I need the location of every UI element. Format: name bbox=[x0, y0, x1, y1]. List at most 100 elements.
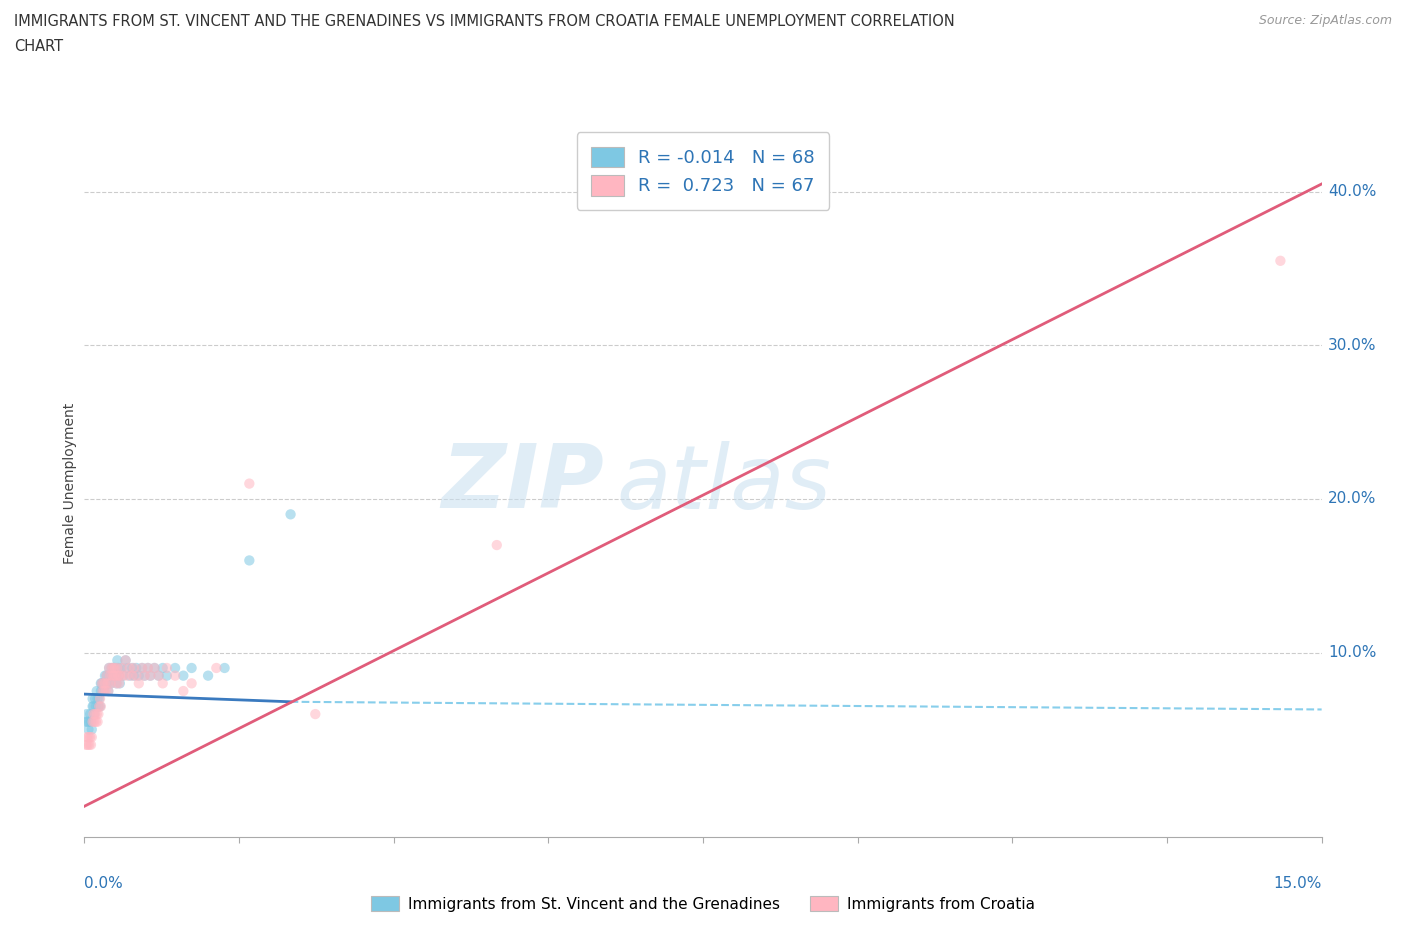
Point bbox=[134, 669, 156, 684]
Point bbox=[103, 669, 125, 684]
Point bbox=[80, 714, 103, 729]
Point bbox=[122, 660, 145, 675]
Text: CHART: CHART bbox=[14, 39, 63, 54]
Point bbox=[100, 660, 122, 675]
Point bbox=[485, 538, 508, 552]
Point bbox=[79, 707, 101, 722]
Point bbox=[125, 660, 148, 675]
Point bbox=[90, 676, 112, 691]
Point bbox=[122, 669, 145, 684]
Point bbox=[75, 714, 97, 729]
Text: 40.0%: 40.0% bbox=[1327, 184, 1376, 199]
Point bbox=[304, 707, 326, 722]
Point bbox=[105, 653, 128, 668]
Point bbox=[89, 691, 111, 706]
Point bbox=[96, 676, 118, 691]
Point bbox=[97, 684, 120, 698]
Point bbox=[238, 553, 260, 568]
Point bbox=[94, 684, 117, 698]
Point bbox=[112, 669, 135, 684]
Point bbox=[84, 691, 107, 706]
Point bbox=[107, 669, 129, 684]
Point bbox=[121, 669, 143, 684]
Text: IMMIGRANTS FROM ST. VINCENT AND THE GRENADINES VS IMMIGRANTS FROM CROATIA FEMALE: IMMIGRANTS FROM ST. VINCENT AND THE GREN… bbox=[14, 14, 955, 29]
Point bbox=[77, 730, 100, 745]
Point bbox=[152, 660, 174, 675]
Point bbox=[82, 699, 104, 714]
Point bbox=[205, 660, 228, 675]
Point bbox=[105, 660, 128, 675]
Text: atlas: atlas bbox=[616, 441, 831, 526]
Point bbox=[148, 669, 170, 684]
Point bbox=[82, 699, 104, 714]
Point bbox=[156, 660, 179, 675]
Text: 10.0%: 10.0% bbox=[1327, 645, 1376, 660]
Point bbox=[134, 669, 156, 684]
Point bbox=[117, 669, 139, 684]
Text: 20.0%: 20.0% bbox=[1327, 491, 1376, 507]
Point bbox=[152, 676, 174, 691]
Point bbox=[110, 660, 132, 675]
Point bbox=[110, 660, 132, 675]
Point bbox=[94, 676, 117, 691]
Point bbox=[94, 669, 117, 684]
Point bbox=[101, 669, 124, 684]
Point bbox=[108, 676, 131, 691]
Point bbox=[86, 714, 108, 729]
Point bbox=[128, 676, 150, 691]
Point bbox=[79, 730, 101, 745]
Point bbox=[97, 684, 120, 698]
Point bbox=[118, 660, 141, 675]
Point bbox=[100, 676, 122, 691]
Point bbox=[79, 737, 101, 752]
Point bbox=[101, 669, 124, 684]
Point bbox=[98, 669, 121, 684]
Point bbox=[156, 669, 179, 684]
Point bbox=[165, 669, 187, 684]
Point bbox=[91, 676, 114, 691]
Point bbox=[94, 676, 117, 691]
Point bbox=[197, 669, 219, 684]
Point bbox=[82, 714, 104, 729]
Point bbox=[180, 660, 202, 675]
Point bbox=[80, 730, 103, 745]
Point bbox=[172, 669, 194, 684]
Point bbox=[104, 669, 127, 684]
Point bbox=[131, 660, 153, 675]
Point bbox=[90, 676, 112, 691]
Point bbox=[105, 676, 128, 691]
Point bbox=[103, 660, 125, 675]
Point bbox=[76, 707, 98, 722]
Point bbox=[172, 684, 194, 698]
Point bbox=[148, 669, 170, 684]
Point bbox=[136, 660, 159, 675]
Point bbox=[75, 737, 97, 752]
Point bbox=[100, 676, 122, 691]
Point bbox=[280, 507, 302, 522]
Point bbox=[76, 714, 98, 729]
Point bbox=[96, 669, 118, 684]
Point bbox=[76, 737, 98, 752]
Point bbox=[104, 660, 127, 675]
Point bbox=[87, 699, 110, 714]
Point bbox=[114, 653, 136, 668]
Point bbox=[84, 714, 107, 729]
Point bbox=[143, 660, 166, 675]
Point bbox=[238, 476, 260, 491]
Point bbox=[125, 669, 148, 684]
Point bbox=[131, 660, 153, 675]
Point bbox=[89, 699, 111, 714]
Point bbox=[98, 669, 121, 684]
Point bbox=[87, 707, 110, 722]
Point bbox=[90, 699, 112, 714]
Text: 0.0%: 0.0% bbox=[84, 876, 124, 891]
Point bbox=[83, 707, 105, 722]
Point bbox=[103, 669, 125, 684]
Point bbox=[165, 660, 187, 675]
Point bbox=[139, 669, 162, 684]
Text: 15.0%: 15.0% bbox=[1274, 876, 1322, 891]
Point bbox=[112, 669, 135, 684]
Point bbox=[84, 707, 107, 722]
Point bbox=[83, 714, 105, 729]
Point bbox=[118, 669, 141, 684]
